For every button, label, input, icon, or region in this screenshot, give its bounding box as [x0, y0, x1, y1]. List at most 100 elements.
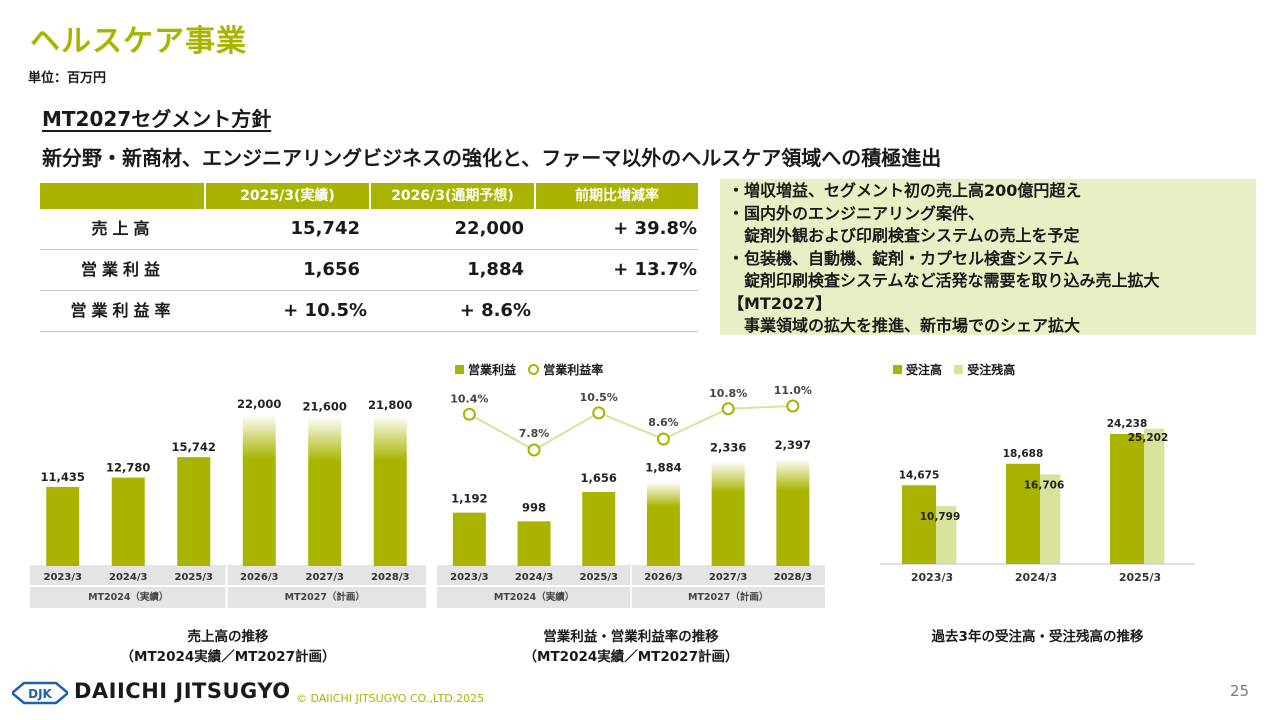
- bar: [46, 486, 80, 566]
- bar-legend-swatch: [455, 365, 464, 374]
- bar-backlog: [936, 506, 957, 564]
- bar: [776, 458, 810, 566]
- x-tick-label: 2025/3: [580, 572, 618, 583]
- bar: [177, 457, 211, 566]
- margin-point: [721, 402, 735, 416]
- note-line: 【MT2027】: [728, 293, 832, 313]
- orders-chart-caption: 過去3年の受注高・受注残高の推移: [880, 627, 1195, 647]
- data-label: 22,000: [237, 397, 281, 411]
- legend-label: 受注残高: [967, 363, 1016, 377]
- page-number: 25: [1230, 682, 1250, 700]
- line-legend-swatch: [528, 364, 540, 375]
- data-label: 18,688: [1003, 448, 1044, 460]
- djk-logo: DJK: [10, 681, 70, 709]
- margin-point: [462, 407, 476, 421]
- margin-label: 10.5%: [580, 391, 618, 404]
- group-label: MT2024（実績）: [494, 591, 574, 603]
- profit-chart: 1,192 998 1,656 1,884 2,336 2,397 10.4% 7.8% 10.…: [437, 370, 825, 612]
- data-label: 2,336: [710, 440, 746, 454]
- x-tick-label: 2028/3: [774, 572, 812, 583]
- table-cell: + 13.7%: [613, 259, 697, 280]
- row-label: 営業利益: [80, 260, 165, 279]
- legend-label: 営業利益率: [543, 363, 604, 377]
- caption-line: （MT2024実績／MT2027計画）: [120, 649, 336, 665]
- row-label: 売上高: [91, 219, 155, 238]
- header-blank-cell: [40, 183, 204, 209]
- bar: [242, 413, 276, 566]
- bar: [646, 481, 680, 566]
- caption-line: 営業利益・営業利益率の推移: [543, 629, 719, 645]
- orders-chart: 14,675 10,799 2023/3 18,688 16,706 2024/3 24,2…: [880, 370, 1195, 592]
- caption-line: 売上高の推移: [187, 629, 269, 645]
- legend-label: 営業利益: [468, 363, 517, 377]
- x-tick-label: 2024/3: [1015, 571, 1057, 584]
- group-label: MT2024（実績）: [88, 591, 168, 603]
- data-label: 10,799: [920, 511, 961, 523]
- logo-text: DJK: [28, 687, 52, 701]
- data-label: 1,192: [451, 492, 487, 506]
- data-label: 11,435: [41, 470, 85, 484]
- x-tick-label: 2024/3: [515, 572, 553, 583]
- summary-table-header: 2025/3(実績) 2026/3(通期予想) 前期比増減率: [40, 183, 698, 209]
- table-row: 営業利益 1,656 1,884 + 13.7%: [40, 250, 698, 291]
- caption-line: 過去3年の受注高・受注残高の推移: [931, 629, 1144, 645]
- margin-point: [592, 406, 606, 420]
- bar-orders: [902, 485, 936, 564]
- x-tick-label: 2023/3: [44, 572, 82, 583]
- bar: [373, 415, 407, 566]
- table-row: 売上高 15,742 22,000 + 39.8%: [40, 209, 698, 250]
- group-label: MT2027（計画）: [285, 591, 365, 603]
- legend-label: 受注高: [906, 363, 943, 377]
- bar-orders: [1006, 463, 1040, 564]
- data-label: 14,675: [899, 469, 940, 481]
- table-cell: 1,884: [467, 259, 524, 280]
- table-cell: 1,656: [303, 259, 360, 280]
- sales-chart-caption: 売上高の推移 （MT2024実績／MT2027計画）: [30, 627, 426, 667]
- margin-line: [468, 405, 793, 452]
- data-label: 1,884: [645, 461, 681, 475]
- header-cell: 前期比増減率: [536, 183, 698, 209]
- margin-label: 10.4%: [450, 392, 488, 405]
- copyright: © DAIICHI JITSUGYO CO.,LTD.2025: [296, 692, 485, 705]
- data-label: 1,656: [581, 471, 617, 485]
- data-label: 16,706: [1024, 479, 1065, 491]
- x-tick-label: 2025/3: [1119, 571, 1161, 584]
- sales-chart-svg: 11,435 12,780 15,742 22,000 21,600 21,800 2023…: [30, 397, 426, 608]
- margin-point: [527, 443, 541, 457]
- x-tick-label: 2023/3: [911, 571, 953, 584]
- bar-orders: [1110, 434, 1144, 564]
- data-label: 2,397: [775, 438, 811, 452]
- margin-label: 11.0%: [774, 384, 812, 397]
- policy-title: MT2027セグメント方針: [42, 107, 272, 131]
- bar-backlog: [1040, 474, 1061, 564]
- note-line: 事業領域の拡大を推進、新市場でのシェア拡大: [728, 316, 1081, 335]
- data-label: 21,800: [368, 398, 412, 412]
- x-tick-label: 2023/3: [450, 572, 488, 583]
- margin-label: 7.8%: [519, 427, 550, 440]
- note-line: ・包装機、自動機、錠剤・カプセル検査システム: [728, 248, 1080, 268]
- table-cell: 22,000: [454, 218, 524, 239]
- notes-box: ・増収増益、セグメント初の売上高200億円超え ・国内外のエンジニアリング案件、…: [720, 179, 1256, 335]
- bar-backlog: [1144, 428, 1165, 564]
- orders-chart-legend: 受注高 受注残高: [893, 361, 1015, 378]
- bar: [711, 461, 745, 566]
- bar: [308, 416, 342, 566]
- data-label: 12,780: [106, 461, 150, 475]
- table-row: 営業利益率 + 10.5% + 8.6%: [40, 291, 698, 332]
- data-label: 998: [522, 500, 546, 514]
- bar: [517, 521, 551, 566]
- data-label: 25,202: [1128, 432, 1169, 444]
- x-tick-label: 2027/3: [709, 572, 747, 583]
- note-line: ・増収増益、セグメント初の売上高200億円超え: [728, 181, 1082, 200]
- profit-chart-legend: 営業利益 営業利益率: [455, 361, 603, 378]
- note-line: ・国内外のエンジニアリング案件、: [728, 203, 985, 223]
- x-tick-label: 2028/3: [371, 572, 409, 583]
- table-cell: + 10.5%: [283, 300, 367, 321]
- header-cell: 2026/3(通期予想): [371, 183, 534, 209]
- data-label: 21,600: [303, 400, 347, 414]
- margin-point: [786, 399, 800, 413]
- x-tick-label: 2026/3: [240, 572, 278, 583]
- x-tick-label: 2027/3: [306, 572, 344, 583]
- orders-legend-swatch: [893, 365, 902, 374]
- table-cell: [536, 291, 697, 331]
